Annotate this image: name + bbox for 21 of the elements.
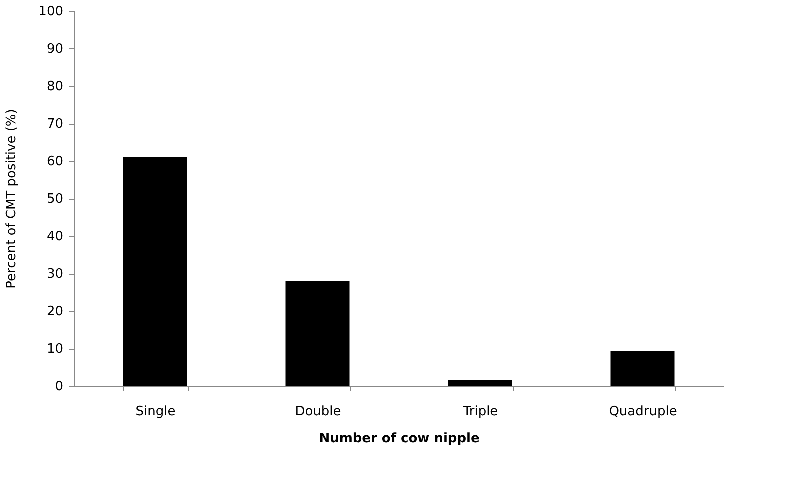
bar — [448, 380, 512, 386]
y-tick-label: 40 — [46, 230, 64, 244]
x-tick-label: Triple — [462, 404, 498, 420]
y-tick-label: 20 — [46, 304, 64, 320]
y-tick-label: 80 — [46, 80, 64, 94]
y-tick-label: 100 — [38, 4, 64, 20]
y-axis-title: Percent of CMT positive (%) — [4, 109, 20, 289]
bar — [610, 351, 675, 386]
y-tick-label: 90 — [46, 42, 64, 57]
y-tick-label: 60 — [46, 154, 64, 170]
x-tick-label: Double — [295, 404, 342, 420]
y-tick-label: 70 — [46, 117, 64, 132]
bar — [123, 157, 188, 386]
x-axis-title: Number of cow nipple — [319, 432, 480, 446]
x-tick-label: Quadruple — [609, 404, 678, 420]
bar — [286, 281, 350, 386]
y-tick-label: 30 — [46, 267, 64, 282]
y-tick-label: 10 — [46, 342, 64, 357]
x-tick-label: Single — [136, 404, 176, 420]
y-tick-label: 50 — [46, 192, 64, 207]
y-tick-label: 0 — [55, 380, 64, 394]
